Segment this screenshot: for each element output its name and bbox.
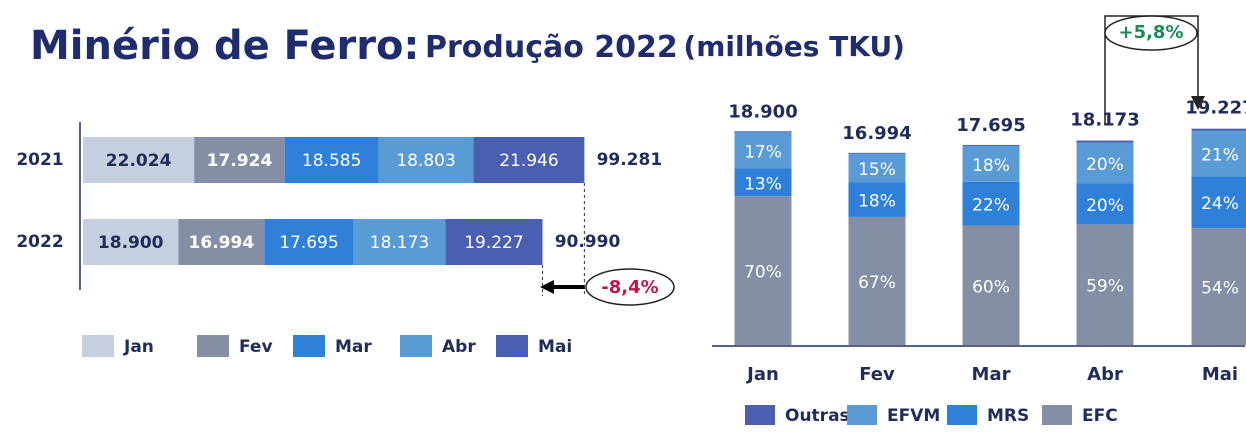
total-label: 18.173 <box>1070 110 1139 131</box>
bar-segment <box>962 181 1020 226</box>
bar-segment <box>848 182 906 217</box>
legend-label: EFC <box>1082 406 1118 426</box>
total-label: 90.990 <box>555 232 621 252</box>
bar-segment <box>848 153 906 183</box>
data-label: 13% <box>744 174 782 194</box>
data-label: 67% <box>858 273 896 293</box>
data-label: 18% <box>972 156 1010 176</box>
total-label: 99.281 <box>597 150 663 170</box>
bar-segment <box>962 144 1020 146</box>
bar-segment <box>264 219 354 265</box>
bar-segment <box>1076 183 1134 225</box>
x-tick-label: Fev <box>859 364 895 385</box>
x-tick-label: Abr <box>1087 364 1123 385</box>
data-label: 24% <box>1201 194 1239 214</box>
bar-segment <box>734 131 792 133</box>
legend-label: Jan <box>123 337 154 357</box>
bar-segment <box>848 152 906 154</box>
bar-segment <box>1191 128 1246 131</box>
legend-swatch <box>496 335 528 357</box>
bar-segment <box>962 225 1020 345</box>
bar-segment <box>734 196 792 345</box>
legend-swatch <box>197 335 229 357</box>
arrow-head <box>1191 96 1205 110</box>
bar-segment <box>734 168 792 197</box>
data-label: 17% <box>744 142 782 162</box>
bar-segment <box>1076 224 1134 345</box>
legend-swatch <box>847 405 877 425</box>
bar-segment <box>83 137 195 183</box>
data-label: 18.900 <box>98 233 164 253</box>
data-label: 20% <box>1086 196 1124 216</box>
data-label: 17.695 <box>279 233 338 253</box>
total-label: 16.994 <box>842 123 911 144</box>
data-label: 15% <box>858 160 896 180</box>
data-label: 19.227 <box>464 233 523 253</box>
data-label: 21.946 <box>499 151 558 171</box>
data-label: 21% <box>1201 146 1239 166</box>
legend-swatch <box>82 335 114 357</box>
bar-segment <box>353 219 446 265</box>
annotation-ellipse <box>1104 15 1198 51</box>
bar-segment <box>1191 130 1246 177</box>
bar-segment <box>1076 140 1134 143</box>
legend-label: Abr <box>442 337 476 357</box>
legend-label: EFVM <box>887 406 940 426</box>
legend-label: Outras <box>785 406 850 426</box>
bar-segment <box>178 219 265 265</box>
bar-segment <box>848 216 906 345</box>
annotation: -8,4% <box>601 277 658 298</box>
legend-label: Mar <box>335 337 372 357</box>
title-unit: (milhões TKU) <box>683 30 905 63</box>
x-tick-label: Jan <box>745 364 779 385</box>
data-label: 59% <box>1086 277 1124 297</box>
title-main: Minério de Ferro: <box>30 23 419 69</box>
bar-segment <box>284 137 379 183</box>
total-label: 17.695 <box>956 115 1025 136</box>
legend-label: Fev <box>239 337 273 357</box>
data-label: 22% <box>972 196 1010 216</box>
legend-label: Mai <box>538 337 572 357</box>
data-label: 17.924 <box>207 151 273 171</box>
bar-segment <box>734 132 792 169</box>
y-tick-label: 2022 <box>16 232 63 252</box>
x-tick-label: Mai <box>1202 364 1238 385</box>
data-label: 54% <box>1201 279 1239 299</box>
bar-segment <box>194 137 285 183</box>
title-sub: Produção 2022 <box>425 30 678 65</box>
bar-segment <box>445 219 543 265</box>
annotation: +5,8% <box>1118 22 1183 43</box>
data-label: 18.585 <box>302 151 361 171</box>
data-label: 60% <box>972 277 1010 297</box>
data-label: 70% <box>744 263 782 283</box>
bar-segment <box>473 137 585 183</box>
bar-segment <box>83 219 179 265</box>
bar-segment <box>962 145 1020 182</box>
bar-segment <box>1191 228 1246 345</box>
legend-swatch <box>947 405 977 425</box>
legend-swatch <box>1042 405 1072 425</box>
data-label: 18.173 <box>370 233 429 253</box>
data-label: 22.024 <box>106 151 172 171</box>
legend-swatch <box>745 405 775 425</box>
legend-label: MRS <box>987 406 1029 426</box>
title: Minério de Ferro: Produção 2022 (milhões… <box>30 23 905 69</box>
annotation-ellipse <box>585 268 675 306</box>
data-label: 18.803 <box>396 151 455 171</box>
total-label: 18.900 <box>728 101 797 122</box>
bar-segment <box>1191 176 1246 229</box>
legend-swatch <box>293 335 325 357</box>
bar-segment <box>378 137 474 183</box>
data-label: 18% <box>858 192 896 212</box>
legend-swatch <box>400 335 432 357</box>
y-tick-label: 2021 <box>16 150 63 170</box>
x-tick-label: Mar <box>972 364 1011 385</box>
data-label: 16.994 <box>189 233 255 253</box>
total-label: 19.227 <box>1185 98 1246 119</box>
bar-segment <box>1076 142 1134 184</box>
arrow-head <box>540 280 554 294</box>
data-label: 20% <box>1086 155 1124 175</box>
